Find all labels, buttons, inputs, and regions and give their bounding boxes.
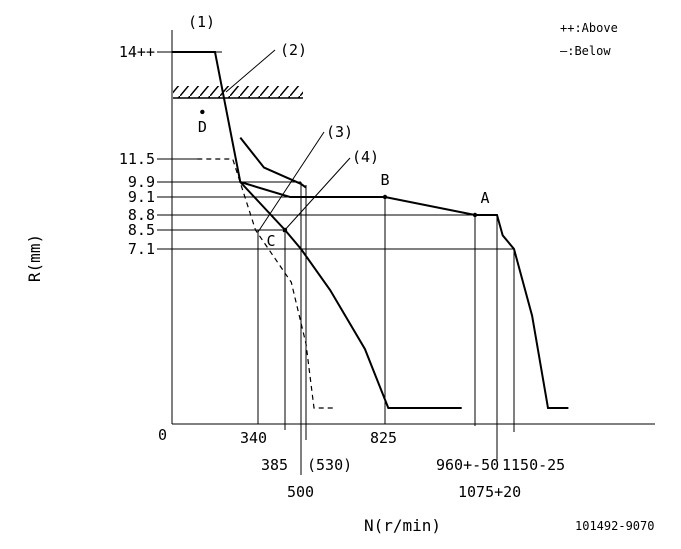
- legend-below: —:Below: [560, 44, 611, 58]
- point-marker-C: [282, 227, 288, 233]
- x-tick-label-3: (530): [307, 456, 352, 474]
- x-tick-label-0: 340: [240, 429, 267, 447]
- hatched-stopper: [173, 86, 303, 98]
- y-tick-label-5: 8.5: [128, 221, 155, 239]
- point-label-D: D: [198, 118, 207, 136]
- y-axis-label: R(mm): [25, 234, 44, 282]
- series-line-1: [239, 181, 462, 409]
- point-label-B: B: [380, 171, 389, 189]
- y-tick-label-0: 14++: [119, 43, 155, 61]
- x-tick-label-2: 500: [287, 483, 314, 501]
- series-line-2: [239, 136, 307, 189]
- callout-1: (1): [188, 13, 215, 31]
- point-marker-D: [200, 109, 205, 115]
- y-tick-label-2: 9.9: [128, 173, 155, 191]
- point-marker-B: [382, 194, 388, 200]
- x-tick-label-4: 825: [370, 429, 397, 447]
- y-tick-label-1: 11.5: [119, 150, 155, 168]
- callout-4-leader: [282, 157, 351, 233]
- callout-4: (4): [352, 148, 379, 166]
- point-label-A: A: [480, 189, 489, 207]
- x-tick-label-1: 385: [261, 456, 288, 474]
- callout-2: (2): [280, 41, 307, 59]
- point-label-C: C: [266, 232, 275, 250]
- x-tick-label-7: 1150-25: [502, 456, 565, 474]
- origin-label: 0: [158, 426, 167, 444]
- y-tick-label-6: 7.1: [128, 240, 155, 258]
- legend-above: ++:Above: [560, 21, 618, 35]
- series-line-3: [197, 158, 336, 409]
- x-tick-label-5: 960+-50: [436, 456, 499, 474]
- drawing-id: 101492-9070: [575, 519, 654, 533]
- x-tick-label-6: 1075+20: [458, 483, 521, 501]
- y-tick-label-4: 8.8: [128, 206, 155, 224]
- x-axis-label: N(r/min): [364, 516, 441, 535]
- point-marker-A: [472, 212, 478, 218]
- callout-3: (3): [326, 123, 353, 141]
- series-line-0: [172, 51, 569, 409]
- y-tick-label-3: 9.1: [128, 188, 155, 206]
- callout-2-leader: [225, 49, 276, 93]
